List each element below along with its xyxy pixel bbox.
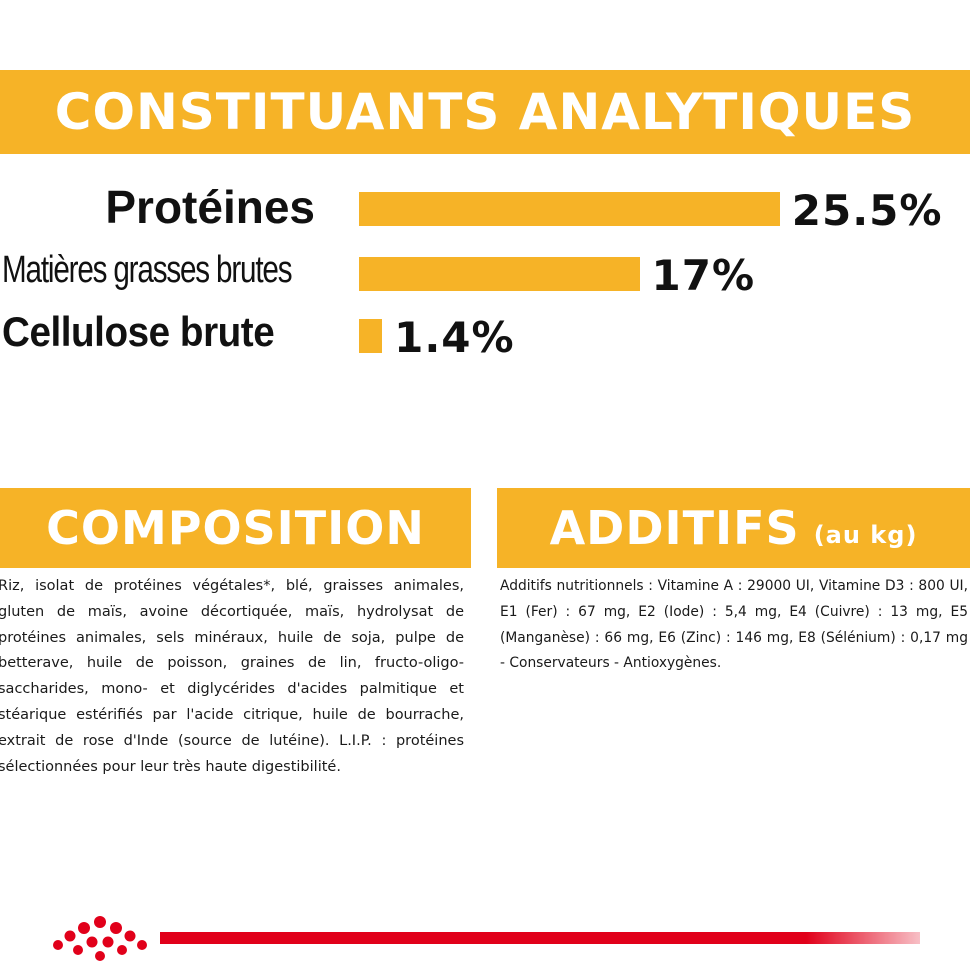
additifs-subtitle: (au kg) <box>813 521 918 549</box>
composition-header: COMPOSITION <box>0 488 471 568</box>
nutrient-value-proteines: 25.5% <box>791 186 943 235</box>
composition-text: Riz, isolat de protéines végétales*, blé… <box>0 578 464 775</box>
nutrient-label-proteines: Protéines <box>105 181 315 233</box>
nutrient-label-cellulose: Cellulose brute <box>2 308 275 355</box>
additifs-header: ADDITIFS (au kg) <box>497 488 970 568</box>
composition-title: COMPOSITION <box>46 501 425 555</box>
nutrient-bar-cellulose <box>359 319 383 353</box>
additifs-text: Additifs nutritionnels : Vitamine A : 29… <box>500 578 968 672</box>
additifs-title: ADDITIFS <box>549 501 800 555</box>
nutrient-label-matieres-grasses: Matières grasses brutes <box>2 249 293 291</box>
analytiques-header: CONSTITUANTS ANALYTIQUES <box>0 70 970 154</box>
nutrient-value-cellulose: 1.4% <box>394 313 515 362</box>
nutrient-bar-proteines <box>359 192 780 226</box>
nutrient-value-matieres-grasses: 17% <box>651 251 756 300</box>
analytiques-title: CONSTITUANTS ANALYTIQUES <box>54 83 916 141</box>
nutrient-bar-matieres-grasses <box>359 257 640 291</box>
crown-logo-icon <box>53 916 147 961</box>
footer-brand-line <box>160 932 920 944</box>
